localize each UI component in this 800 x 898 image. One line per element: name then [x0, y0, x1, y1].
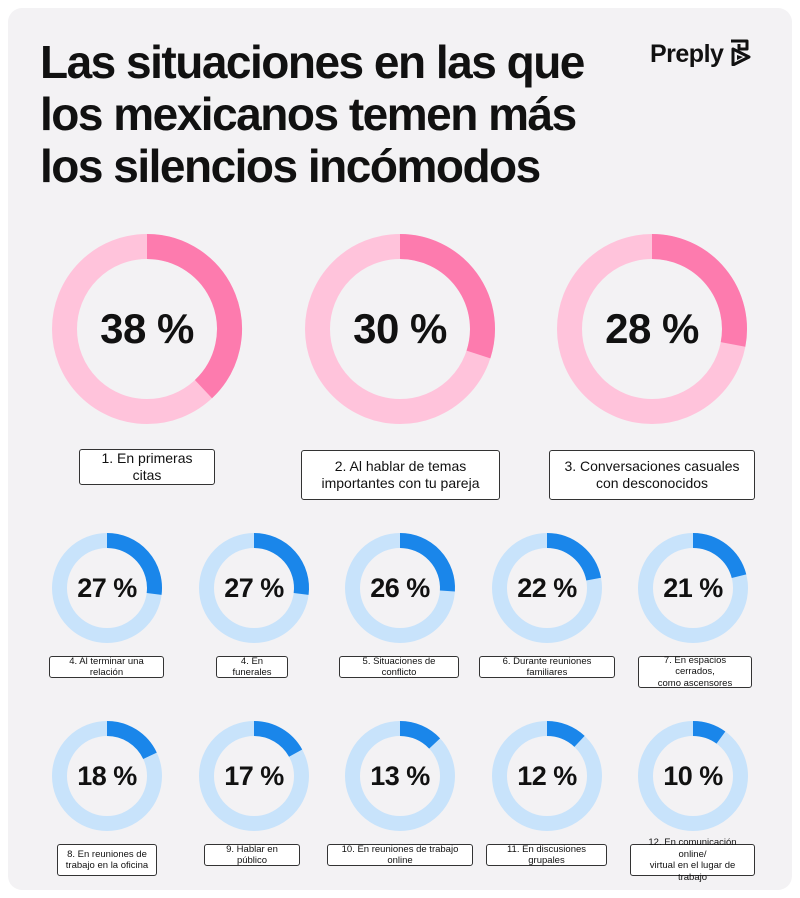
donut-value-arc [399, 533, 455, 592]
percent-label: 38 % [100, 305, 194, 352]
category-label-12: 11. En discusiones grupales [486, 844, 607, 866]
donut-ring [638, 533, 748, 643]
donut-chart-3: 28 % [557, 234, 747, 424]
donut-ring [492, 533, 602, 643]
donut-chart-2: 30 % [305, 234, 495, 424]
page-title: Las situaciones en las que los mexicanos… [40, 36, 585, 192]
percent-label: 12 % [517, 760, 577, 791]
donut-value-arc [546, 721, 585, 748]
donut-chart-13: 10 % [638, 721, 748, 831]
donut-value-arc [692, 533, 747, 579]
brand-name: Preply [650, 40, 724, 68]
category-label-7: 6. Durante reuniones familiares [479, 656, 615, 678]
category-label-13: 12. En comunicación online/ virtual en e… [630, 837, 755, 883]
donut-value-arc [692, 721, 726, 744]
donut-ring [305, 234, 495, 424]
category-label-6: 5. Situaciones de conflicto [339, 656, 459, 678]
category-label-2: 2. Al hablar de temas importantes con tu… [301, 450, 500, 500]
donut-chart-5: 27 % [199, 533, 309, 643]
percent-label: 13 % [370, 760, 430, 791]
percent-label: 26 % [370, 572, 430, 603]
donut-value-arc [651, 234, 747, 347]
percent-label: 22 % [517, 572, 577, 603]
donut-value-arc [106, 533, 162, 595]
percent-label: 10 % [663, 760, 723, 791]
donut-ring [557, 234, 747, 424]
percent-label: 27 % [224, 572, 284, 603]
donut-value-arc [399, 234, 495, 359]
donut-ring [52, 533, 162, 643]
category-label-9: 8. En reuniones de trabajo en la oficina [57, 844, 157, 876]
category-label-8: 7. En espacios cerrados, como ascensores [638, 655, 752, 689]
donut-ring [638, 721, 748, 831]
category-label-5: 4. En funerales [216, 656, 288, 678]
donut-chart-8: 21 % [638, 533, 748, 643]
donut-ring [199, 533, 309, 643]
preply-logo-icon [727, 38, 753, 71]
category-label-4: 4. Al terminar una relación [49, 656, 164, 678]
donut-chart-6: 26 % [345, 533, 455, 643]
donut-ring [345, 533, 455, 643]
donut-ring [345, 721, 455, 831]
donut-chart-4: 27 % [52, 533, 162, 643]
percent-label: 17 % [224, 760, 284, 791]
donut-chart-12: 12 % [492, 721, 602, 831]
donut-value-arc [399, 721, 441, 749]
brand-logo: Preply [650, 38, 753, 71]
donut-value-arc [546, 533, 602, 581]
donut-ring [52, 721, 162, 831]
donut-chart-9: 18 % [52, 721, 162, 831]
percent-label: 30 % [353, 305, 447, 352]
donut-value-arc [253, 721, 303, 758]
donut-chart-7: 22 % [492, 533, 602, 643]
donut-chart-1: 38 % [52, 234, 242, 424]
donut-value-arc [106, 721, 157, 760]
percent-label: 27 % [77, 572, 137, 603]
donut-ring [492, 721, 602, 831]
percent-label: 21 % [663, 572, 723, 603]
donut-chart-11: 13 % [345, 721, 455, 831]
category-label-11: 10. En reuniones de trabajo online [327, 844, 473, 866]
donut-ring [52, 234, 242, 424]
percent-label: 18 % [77, 760, 137, 791]
donut-chart-10: 17 % [199, 721, 309, 831]
donut-value-arc [146, 234, 242, 399]
percent-label: 28 % [605, 305, 699, 352]
donut-ring [199, 721, 309, 831]
category-label-3: 3. Conversaciones casuales con desconoci… [549, 450, 755, 500]
donut-value-arc [253, 533, 309, 595]
category-label-1: 1. En primeras citas [79, 449, 215, 485]
category-label-10: 9. Hablar en público [204, 844, 300, 866]
